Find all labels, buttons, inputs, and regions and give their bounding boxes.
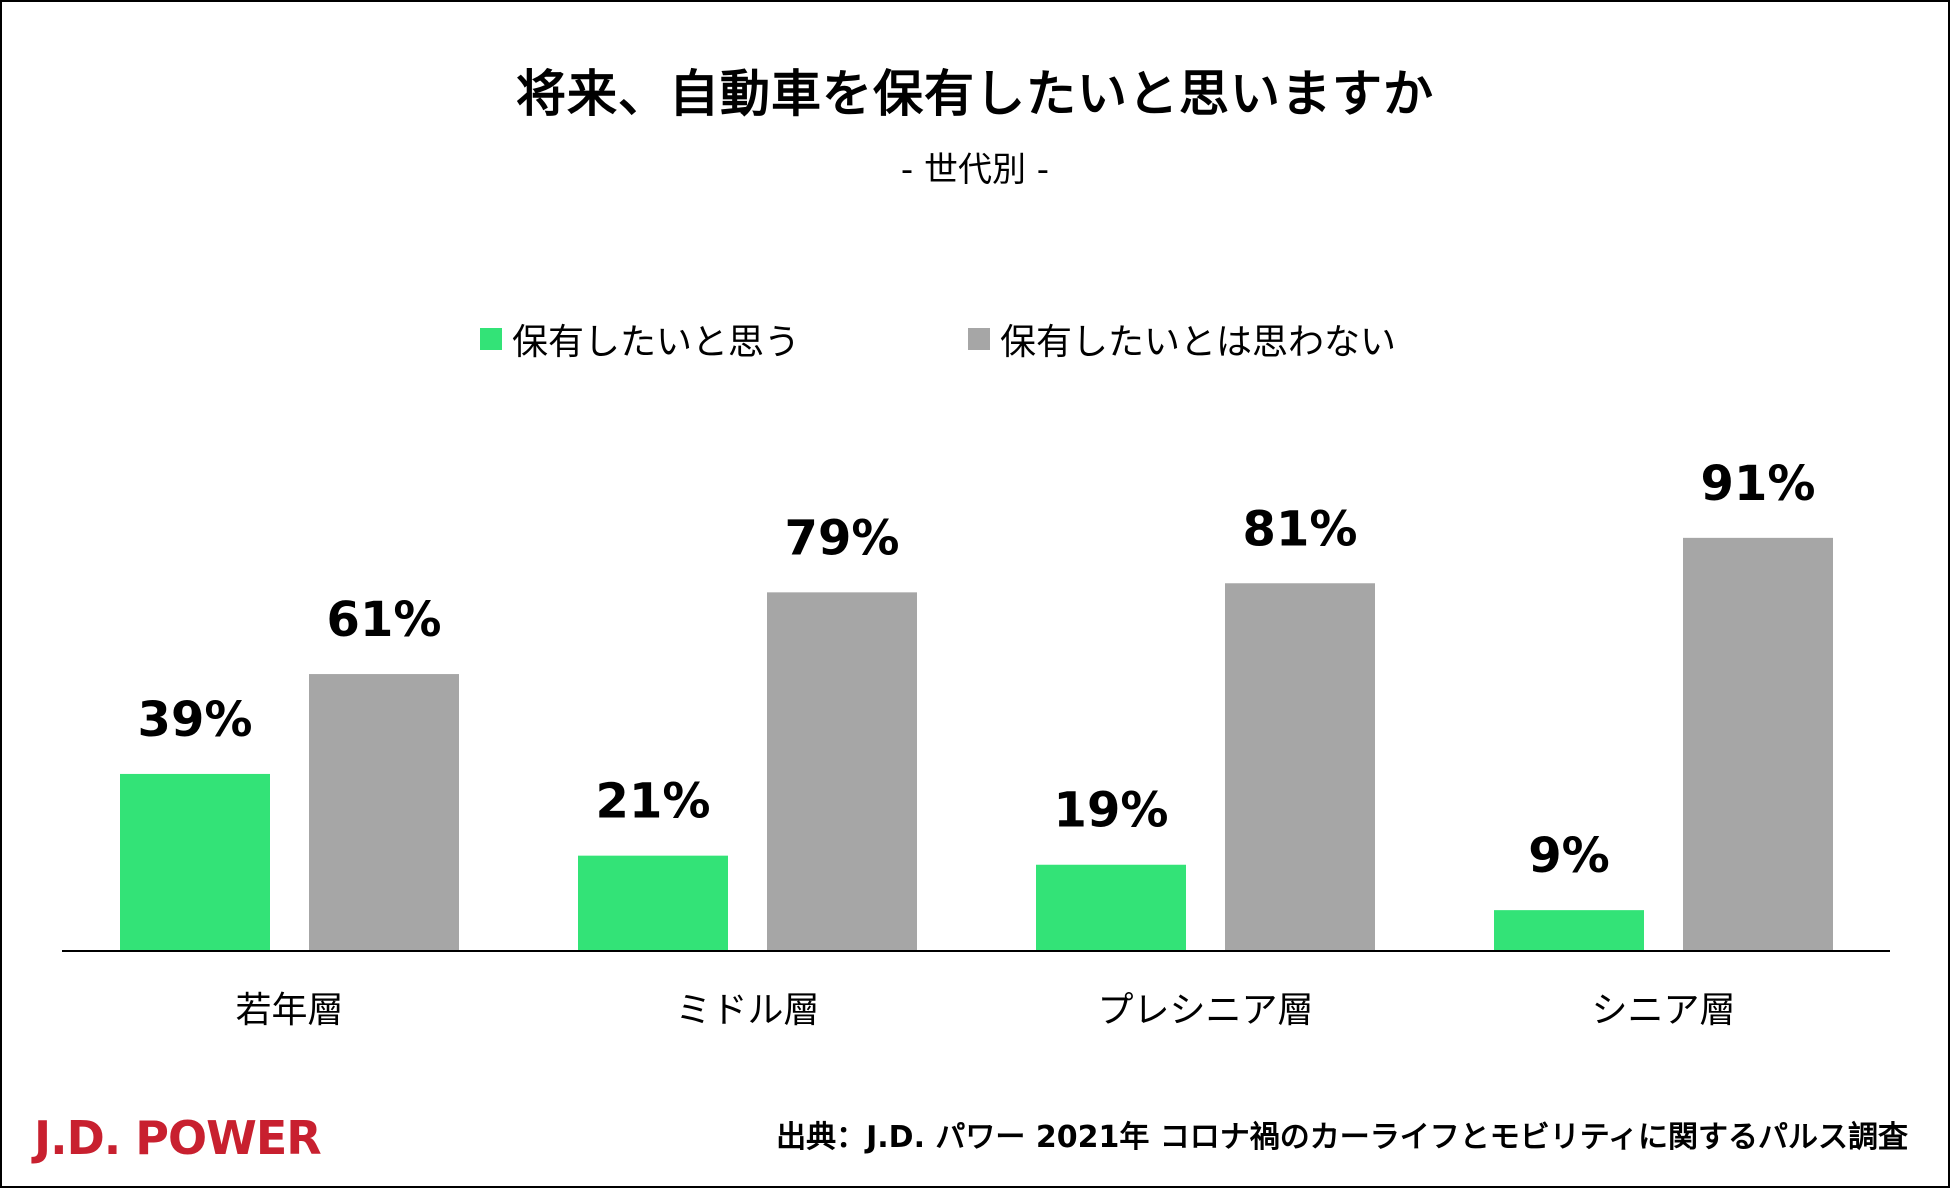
legend-item-want: 保有したいと思う (480, 316, 801, 363)
bar-not-want-1 (767, 592, 917, 951)
legend-label-not-want: 保有したいとは思わない (1000, 322, 1397, 363)
value-label-want-0: 39% (138, 692, 253, 748)
value-label-not-want-3: 91% (1701, 456, 1816, 512)
category-label-0: 若年層 (235, 990, 343, 1031)
value-label-want-3: 9% (1528, 828, 1610, 884)
value-label-not-want-0: 61% (327, 592, 442, 648)
legend: 保有したいと思う 保有したいとは思わない (0, 316, 1950, 363)
value-label-want-1: 21% (596, 774, 711, 830)
value-label-not-want-1: 79% (785, 510, 900, 566)
jd-power-logo: J.D. POWER (34, 1111, 322, 1165)
legend-swatch-gray (968, 328, 990, 350)
bar-want-0 (120, 773, 270, 951)
legend-label-want: 保有したいと思う (512, 322, 801, 363)
legend-swatch-green (480, 328, 502, 350)
value-label-not-want-2: 81% (1243, 501, 1358, 557)
category-label-1: ミドル層 (675, 990, 819, 1031)
category-label-3: シニア層 (1591, 990, 1735, 1031)
source-note: 出典：J.D. パワー 2021年 コロナ禍のカーライフとモビリティに関するパル… (776, 1120, 1908, 1155)
bar-not-want-3 (1683, 537, 1833, 951)
chart-subtitle: - 世代別 - (900, 150, 1050, 190)
value-label-want-2: 19% (1054, 783, 1169, 839)
bar-want-3 (1494, 910, 1644, 951)
bar-want-2 (1036, 864, 1186, 951)
chart-title: 将来、自動車を保有したいと思いますか (516, 65, 1434, 123)
bar-not-want-0 (309, 674, 459, 951)
bar-not-want-2 (1225, 583, 1375, 951)
category-label-2: プレシニア層 (1097, 990, 1313, 1031)
bar-want-1 (578, 855, 728, 951)
legend-item-not-want: 保有したいとは思わない (968, 316, 1397, 363)
